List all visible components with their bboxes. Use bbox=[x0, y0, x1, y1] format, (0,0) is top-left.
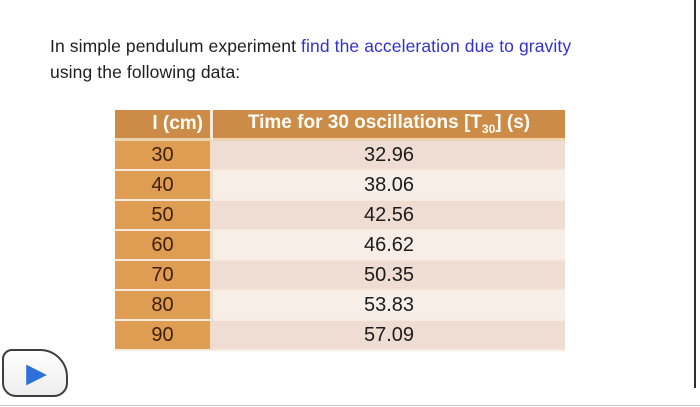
time-cell: 38.06 bbox=[213, 171, 565, 201]
length-cell: 90 bbox=[115, 321, 213, 351]
slide-right-border bbox=[694, 0, 696, 388]
question-part1: In simple pendulum experiment bbox=[50, 36, 302, 56]
question-text: In simple pendulum experiment find the a… bbox=[50, 33, 690, 85]
table-row: 70 50.35 bbox=[115, 261, 565, 291]
time-cell: 53.83 bbox=[213, 291, 565, 321]
time-cell: 32.96 bbox=[213, 141, 565, 171]
question-part2: using the following data: bbox=[50, 62, 241, 82]
table-row: 80 53.83 bbox=[115, 291, 565, 321]
slide-bottom-border bbox=[0, 405, 700, 406]
question-highlight: find the acceleration due to gravity bbox=[301, 36, 572, 56]
play-icon: ▶ bbox=[26, 357, 47, 389]
length-cell: 30 bbox=[115, 141, 213, 171]
length-cell: 70 bbox=[115, 261, 213, 291]
length-column-header: l (cm) bbox=[115, 110, 213, 141]
table-header-row: l (cm) Time for 30 oscillations [T30] (s… bbox=[115, 110, 565, 141]
time-cell: 50.35 bbox=[213, 261, 565, 291]
length-cell: 80 bbox=[115, 291, 213, 321]
table-row: 50 42.56 bbox=[115, 201, 565, 231]
play-button[interactable]: ▶ bbox=[2, 349, 68, 397]
table-row: 60 46.62 bbox=[115, 231, 565, 261]
table-row: 40 38.06 bbox=[115, 171, 565, 201]
time-column-header: Time for 30 oscillations [T30] (s) bbox=[213, 110, 565, 141]
time-cell: 57.09 bbox=[213, 321, 565, 351]
pendulum-data-table: l (cm) Time for 30 oscillations [T30] (s… bbox=[115, 110, 565, 351]
time-cell: 42.56 bbox=[213, 201, 565, 231]
length-cell: 40 bbox=[115, 171, 213, 201]
time-cell: 46.62 bbox=[213, 231, 565, 261]
t30-subscript: 30 bbox=[481, 121, 496, 136]
length-cell: 50 bbox=[115, 201, 213, 231]
length-cell: 60 bbox=[115, 231, 213, 261]
table-row: 30 32.96 bbox=[115, 141, 565, 171]
table-row: 90 57.09 bbox=[115, 321, 565, 351]
